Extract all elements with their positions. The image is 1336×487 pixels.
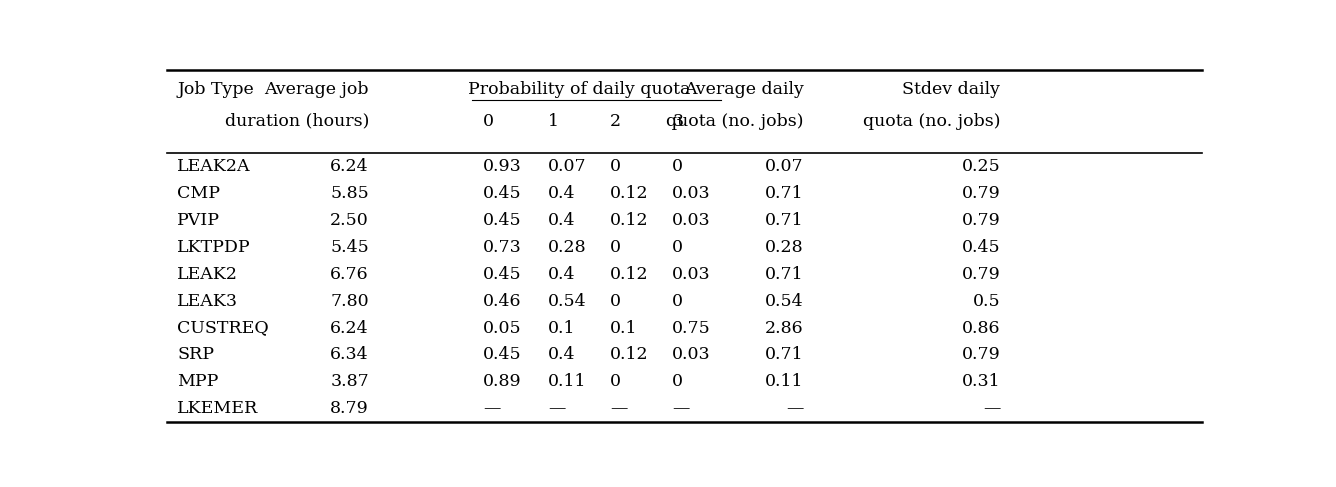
Text: Stdev daily: Stdev daily bbox=[903, 80, 1001, 97]
Text: —: — bbox=[548, 400, 565, 417]
Text: 0.79: 0.79 bbox=[962, 346, 1001, 363]
Text: 0: 0 bbox=[611, 158, 621, 175]
Text: 0.89: 0.89 bbox=[482, 374, 521, 390]
Text: LKTPDP: LKTPDP bbox=[178, 239, 251, 256]
Text: 0: 0 bbox=[672, 293, 683, 310]
Text: 0.12: 0.12 bbox=[611, 266, 649, 282]
Text: Average job: Average job bbox=[265, 80, 369, 97]
Text: 6.24: 6.24 bbox=[330, 319, 369, 337]
Text: 0.5: 0.5 bbox=[973, 293, 1001, 310]
Text: 0.03: 0.03 bbox=[672, 212, 711, 229]
Text: —: — bbox=[482, 400, 500, 417]
Text: 0: 0 bbox=[611, 239, 621, 256]
Text: 1: 1 bbox=[548, 113, 558, 130]
Text: 0.54: 0.54 bbox=[766, 293, 804, 310]
Text: 0.79: 0.79 bbox=[962, 266, 1001, 282]
Text: MPP: MPP bbox=[178, 374, 219, 390]
Text: Job Type: Job Type bbox=[178, 80, 254, 97]
Text: —: — bbox=[983, 400, 1001, 417]
Text: 0.79: 0.79 bbox=[962, 212, 1001, 229]
Text: 0.4: 0.4 bbox=[548, 185, 576, 202]
Text: LKEMER: LKEMER bbox=[178, 400, 259, 417]
Text: CUSTREQ: CUSTREQ bbox=[178, 319, 269, 337]
Text: 5.85: 5.85 bbox=[330, 185, 369, 202]
Text: 0: 0 bbox=[482, 113, 494, 130]
Text: 6.34: 6.34 bbox=[330, 346, 369, 363]
Text: 0.25: 0.25 bbox=[962, 158, 1001, 175]
Text: quota (no. jobs): quota (no. jobs) bbox=[863, 113, 1001, 130]
Text: 3: 3 bbox=[672, 113, 684, 130]
Text: 0.71: 0.71 bbox=[766, 266, 804, 282]
Text: 0.45: 0.45 bbox=[482, 212, 521, 229]
Text: 0.45: 0.45 bbox=[482, 346, 521, 363]
Text: 6.76: 6.76 bbox=[330, 266, 369, 282]
Text: 0.11: 0.11 bbox=[766, 374, 804, 390]
Text: LEAK2A: LEAK2A bbox=[178, 158, 251, 175]
Text: 7.80: 7.80 bbox=[330, 293, 369, 310]
Text: 0.07: 0.07 bbox=[548, 158, 587, 175]
Text: 0: 0 bbox=[611, 374, 621, 390]
Text: 0.31: 0.31 bbox=[962, 374, 1001, 390]
Text: 0.28: 0.28 bbox=[766, 239, 804, 256]
Text: —: — bbox=[611, 400, 628, 417]
Text: 0.4: 0.4 bbox=[548, 346, 576, 363]
Text: LEAK2: LEAK2 bbox=[178, 266, 238, 282]
Text: 0.86: 0.86 bbox=[962, 319, 1001, 337]
Text: 3.87: 3.87 bbox=[330, 374, 369, 390]
Text: 0: 0 bbox=[672, 239, 683, 256]
Text: 0.54: 0.54 bbox=[548, 293, 587, 310]
Text: 0: 0 bbox=[611, 293, 621, 310]
Text: 2.86: 2.86 bbox=[766, 319, 804, 337]
Text: 0.05: 0.05 bbox=[482, 319, 521, 337]
Text: 0.12: 0.12 bbox=[611, 346, 649, 363]
Text: 0.03: 0.03 bbox=[672, 346, 711, 363]
Text: 0.11: 0.11 bbox=[548, 374, 587, 390]
Text: Probability of daily quota: Probability of daily quota bbox=[468, 80, 691, 97]
Text: CMP: CMP bbox=[178, 185, 220, 202]
Text: LEAK3: LEAK3 bbox=[178, 293, 238, 310]
Text: 2: 2 bbox=[611, 113, 621, 130]
Text: Average daily: Average daily bbox=[684, 80, 804, 97]
Text: 6.24: 6.24 bbox=[330, 158, 369, 175]
Text: 0.93: 0.93 bbox=[482, 158, 521, 175]
Text: 0.71: 0.71 bbox=[766, 185, 804, 202]
Text: 0.45: 0.45 bbox=[962, 239, 1001, 256]
Text: 0.75: 0.75 bbox=[672, 319, 711, 337]
Text: 0.71: 0.71 bbox=[766, 212, 804, 229]
Text: 0.46: 0.46 bbox=[482, 293, 521, 310]
Text: 0.45: 0.45 bbox=[482, 185, 521, 202]
Text: 0.1: 0.1 bbox=[548, 319, 576, 337]
Text: 0.07: 0.07 bbox=[766, 158, 804, 175]
Text: 0: 0 bbox=[672, 374, 683, 390]
Text: 0.12: 0.12 bbox=[611, 185, 649, 202]
Text: 0.28: 0.28 bbox=[548, 239, 587, 256]
Text: duration (hours): duration (hours) bbox=[224, 113, 369, 130]
Text: 0.73: 0.73 bbox=[482, 239, 521, 256]
Text: 0.71: 0.71 bbox=[766, 346, 804, 363]
Text: —: — bbox=[672, 400, 689, 417]
Text: 0.79: 0.79 bbox=[962, 185, 1001, 202]
Text: 0.4: 0.4 bbox=[548, 212, 576, 229]
Text: 0.03: 0.03 bbox=[672, 185, 711, 202]
Text: 2.50: 2.50 bbox=[330, 212, 369, 229]
Text: 0: 0 bbox=[672, 158, 683, 175]
Text: 0.1: 0.1 bbox=[611, 319, 637, 337]
Text: 5.45: 5.45 bbox=[330, 239, 369, 256]
Text: 0.45: 0.45 bbox=[482, 266, 521, 282]
Text: 0.03: 0.03 bbox=[672, 266, 711, 282]
Text: —: — bbox=[787, 400, 804, 417]
Text: SRP: SRP bbox=[178, 346, 214, 363]
Text: 8.79: 8.79 bbox=[330, 400, 369, 417]
Text: quota (no. jobs): quota (no. jobs) bbox=[667, 113, 804, 130]
Text: 0.4: 0.4 bbox=[548, 266, 576, 282]
Text: 0.12: 0.12 bbox=[611, 212, 649, 229]
Text: PVIP: PVIP bbox=[178, 212, 220, 229]
